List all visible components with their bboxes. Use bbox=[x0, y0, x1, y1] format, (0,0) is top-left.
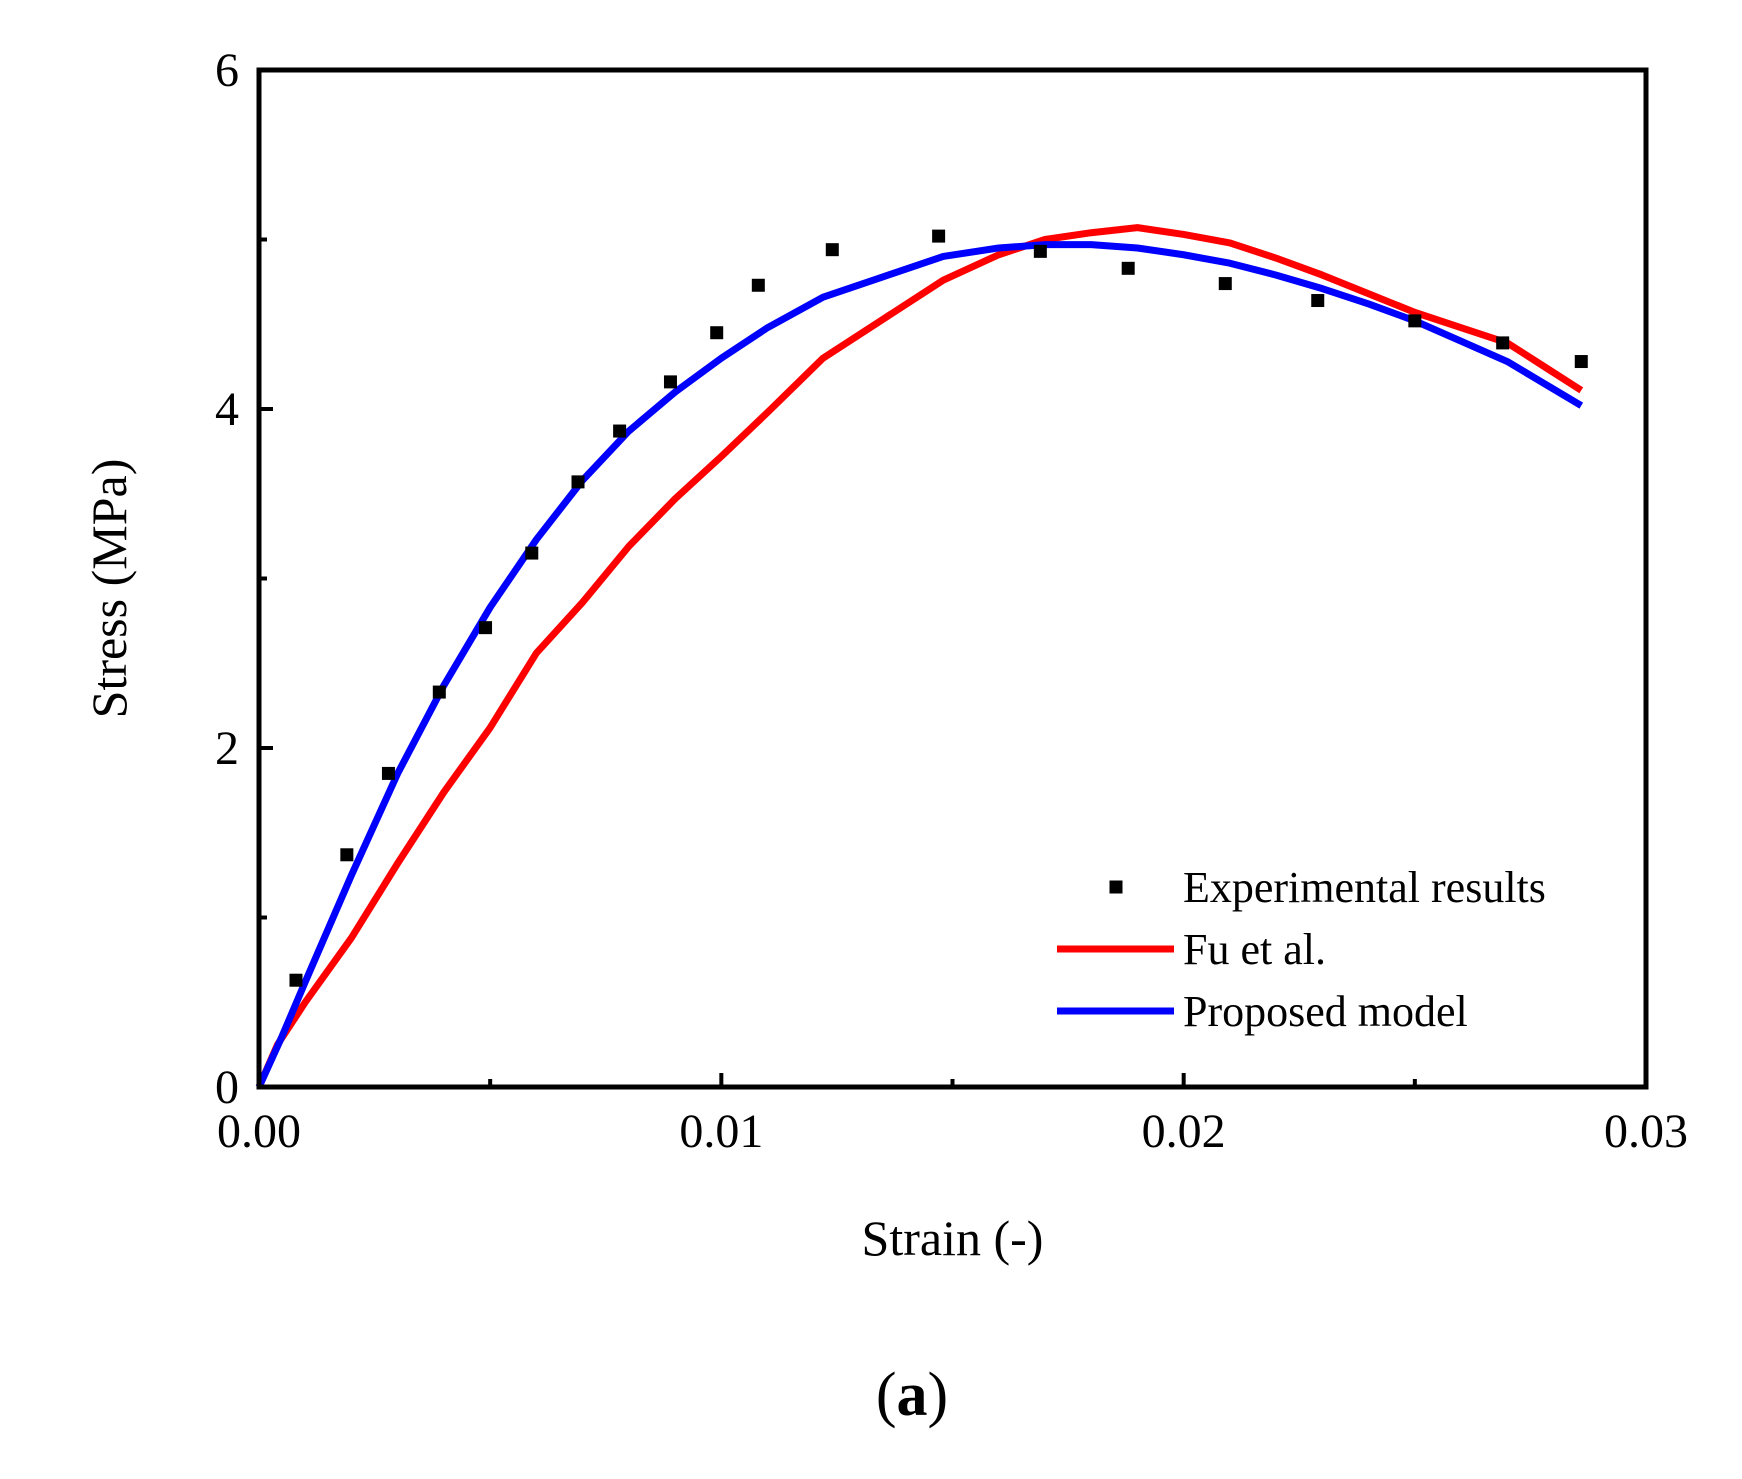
panel-label-letter: a bbox=[897, 1361, 928, 1429]
data-point bbox=[1574, 355, 1588, 369]
legend-marker bbox=[1109, 880, 1123, 894]
data-point bbox=[663, 375, 677, 389]
y-tick-label: 6 bbox=[215, 44, 239, 97]
x-tick-label: 0.02 bbox=[1142, 1105, 1226, 1158]
legend-label: Proposed model bbox=[1183, 987, 1468, 1036]
data-point bbox=[1218, 277, 1232, 291]
y-tick-label: 4 bbox=[215, 383, 239, 436]
data-point bbox=[825, 243, 839, 257]
y-tick-label: 2 bbox=[215, 722, 239, 775]
panel-label: (a) bbox=[876, 1361, 948, 1429]
data-point bbox=[381, 766, 395, 780]
x-tick-label: 0.01 bbox=[679, 1105, 763, 1158]
legend-label: Experimental results bbox=[1183, 863, 1546, 912]
legend-label: Fu et al. bbox=[1183, 925, 1326, 974]
data-point bbox=[1121, 261, 1135, 275]
y-tick-label: 0 bbox=[215, 1061, 239, 1114]
data-point bbox=[1311, 294, 1325, 308]
x-tick-label: 0.00 bbox=[217, 1105, 301, 1158]
ticks-layer: 0.00 0.01 0.02 0.03 0 2 4 6 bbox=[215, 44, 1688, 1158]
x-tick-label: 0.03 bbox=[1604, 1105, 1688, 1158]
data-point bbox=[289, 973, 303, 987]
data-point bbox=[340, 848, 354, 862]
data-point bbox=[571, 475, 585, 489]
y-axis-title: Stress (MPa) bbox=[81, 459, 137, 719]
x-axis-title: Strain (-) bbox=[862, 1210, 1044, 1266]
series-layer bbox=[255, 224, 1588, 1089]
data-point bbox=[479, 621, 493, 635]
data-point bbox=[710, 326, 724, 340]
plot-frame bbox=[256, 67, 1649, 1090]
legend: Experimental results Fu et al. Proposed mo… bbox=[1057, 863, 1546, 1036]
data-point bbox=[1496, 336, 1510, 350]
data-point bbox=[432, 685, 446, 699]
data-point bbox=[525, 546, 539, 560]
data-point bbox=[1408, 314, 1422, 328]
data-point bbox=[1033, 244, 1047, 258]
data-point bbox=[932, 229, 946, 243]
data-point bbox=[751, 278, 765, 292]
series-line bbox=[255, 241, 1584, 1089]
data-point bbox=[613, 424, 627, 438]
series-line bbox=[255, 224, 1584, 1089]
